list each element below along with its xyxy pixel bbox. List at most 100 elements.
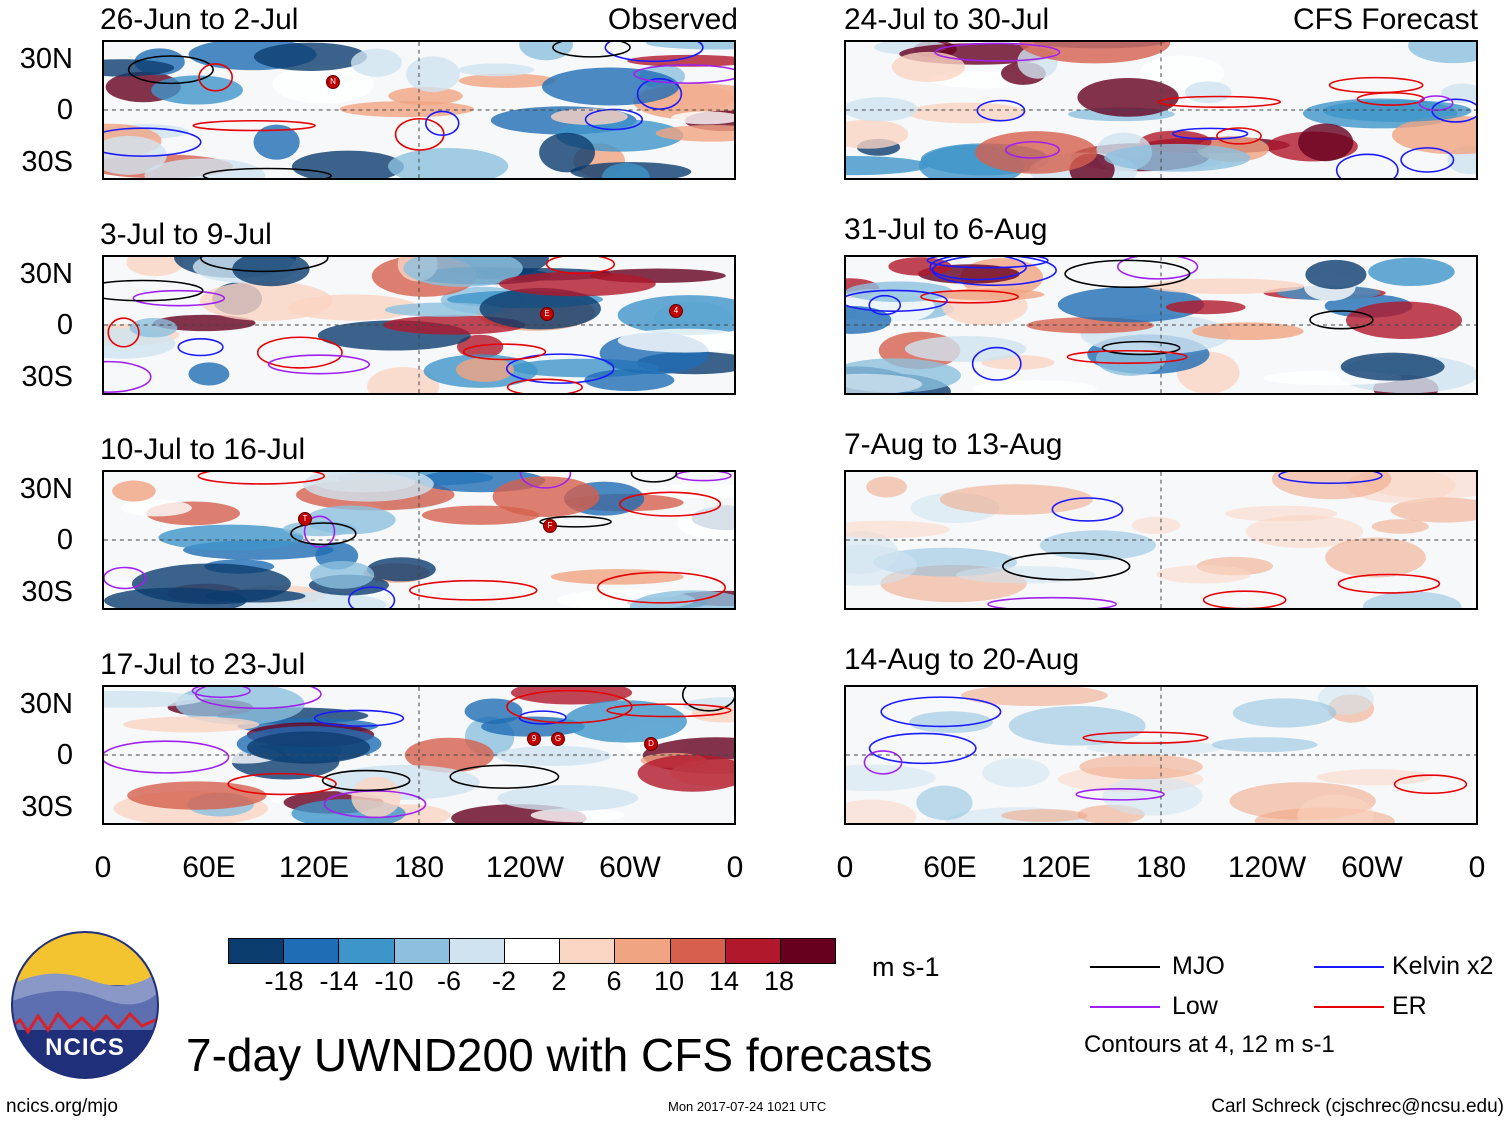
anomaly-shading: [112, 480, 156, 502]
wave-contour: [194, 687, 322, 710]
wave-contour: [971, 346, 1022, 381]
wave-contour: [1051, 497, 1124, 522]
anomaly-shading: [846, 97, 918, 122]
footer-timestamp: Mon 2017-07-24 1021 UTC: [668, 1099, 827, 1114]
anomaly-shading: [497, 785, 639, 812]
anomaly-shading: [975, 131, 1098, 174]
anomaly-shading: [152, 314, 256, 332]
colorbar-tick: 18: [763, 966, 795, 996]
wave-contour: [619, 491, 722, 517]
wave-contour: [424, 110, 460, 136]
anomaly-shading: [1340, 352, 1445, 381]
footer-author[interactable]: Carl Schreck (cjschrec@ncsu.edu): [1211, 1096, 1504, 1117]
wave-contour: [518, 710, 567, 725]
anomaly-shading: [541, 67, 680, 106]
map-panel-right-1: [844, 255, 1478, 395]
wave-contour: [929, 257, 1027, 281]
lat-label-30n: 30N: [19, 43, 73, 75]
wave-contour: [539, 515, 612, 528]
wave-contour: [408, 579, 538, 601]
anomaly-shading: [1305, 259, 1367, 290]
map-panel-left-0: N: [102, 40, 736, 180]
panel-title-left-3: 17-Jul to 23-Jul: [100, 648, 306, 681]
wave-contour: [1335, 153, 1399, 178]
anomaly-shading: [1298, 123, 1354, 162]
storm-marker: G: [551, 732, 565, 746]
anomaly-shading: [458, 63, 535, 77]
map-graphic: [846, 257, 1476, 393]
storm-marker: N: [326, 75, 340, 89]
anomaly-shading: [627, 54, 734, 67]
legend-line-er: [1314, 1006, 1384, 1008]
anomaly-shading: [602, 162, 650, 178]
wave-contour: [1393, 774, 1468, 795]
wave-contour: [1064, 259, 1191, 288]
anomaly-shading: [1297, 794, 1374, 823]
anomaly-shading: [1192, 322, 1304, 341]
lat-label-30s: 30S: [21, 576, 73, 608]
wave-contour: [987, 596, 1117, 608]
lon-label: 120E: [1020, 851, 1092, 884]
anomaly-shading: [403, 257, 523, 287]
map-graphic: [104, 472, 734, 608]
anomaly-shading: [120, 499, 192, 517]
anomaly-shading: [464, 698, 523, 724]
panel-title-right-0: 24-Jul to 30-Jul: [844, 3, 1050, 36]
anomaly-shading: [564, 700, 687, 743]
anomaly-shading: [907, 102, 1027, 124]
lon-label: 120E: [278, 851, 350, 884]
wave-contour: [552, 42, 631, 58]
footer-url[interactable]: ncics.org/mjo: [6, 1096, 118, 1117]
anomaly-shading: [909, 711, 993, 734]
anomaly-shading: [406, 56, 460, 93]
colorbar-tick: 10: [653, 966, 685, 996]
colorbar-segment: [394, 939, 450, 963]
colorbar-tick: -6: [436, 966, 462, 996]
wave-contour: [846, 289, 948, 312]
legend-label-low: Low: [1172, 992, 1218, 1020]
anomaly-shading: [1271, 472, 1392, 500]
anomaly-shading: [1224, 505, 1338, 522]
legend-line-low: [1090, 1006, 1160, 1008]
wave-contour: [202, 167, 332, 178]
anomaly-shading: [131, 563, 291, 605]
anomaly-shading: [639, 484, 734, 499]
storm-marker: T: [298, 512, 312, 526]
anomaly-shading: [1325, 537, 1426, 578]
anomaly-shading: [1316, 769, 1433, 786]
anomaly-shading: [846, 520, 950, 539]
wave-contour: [868, 732, 977, 765]
lat-label-30n: 30N: [19, 258, 73, 290]
wave-contour: [1172, 127, 1249, 140]
wave-contour: [675, 472, 732, 482]
colorbar-segment: [284, 939, 340, 963]
wave-contour: [596, 571, 726, 604]
wave-contour: [256, 336, 343, 369]
wave-contour: [506, 378, 583, 393]
wave-contour: [1278, 472, 1383, 485]
anomaly-shading: [1079, 754, 1203, 780]
panel-label-observed: Observed: [607, 3, 738, 36]
wave-contour: [863, 750, 903, 775]
lat-label-30n: 30N: [19, 688, 73, 720]
anomaly-shading: [671, 111, 734, 125]
anomaly-shading: [388, 86, 463, 106]
wave-contour: [926, 257, 1049, 269]
anomaly-shading: [530, 808, 625, 823]
wave-contour: [198, 63, 233, 92]
anomaly-shading: [629, 590, 734, 608]
lat-label-eq: 0: [56, 524, 73, 556]
anomaly-shading: [126, 257, 184, 277]
map-graphic: [846, 42, 1476, 178]
wave-contour: [920, 289, 1019, 304]
anomaly-shading: [351, 776, 401, 818]
anomaly-shading: [955, 566, 1096, 584]
lon-label: 0: [1468, 851, 1486, 884]
anomaly-shading: [456, 334, 504, 359]
wave-contour: [1337, 573, 1441, 594]
anomaly-shading: [1362, 591, 1462, 608]
anomaly-shading: [1322, 99, 1472, 122]
anomaly-shading: [272, 64, 374, 104]
colorbar-units: m s-1: [872, 952, 940, 982]
anomaly-shading: [122, 716, 260, 733]
